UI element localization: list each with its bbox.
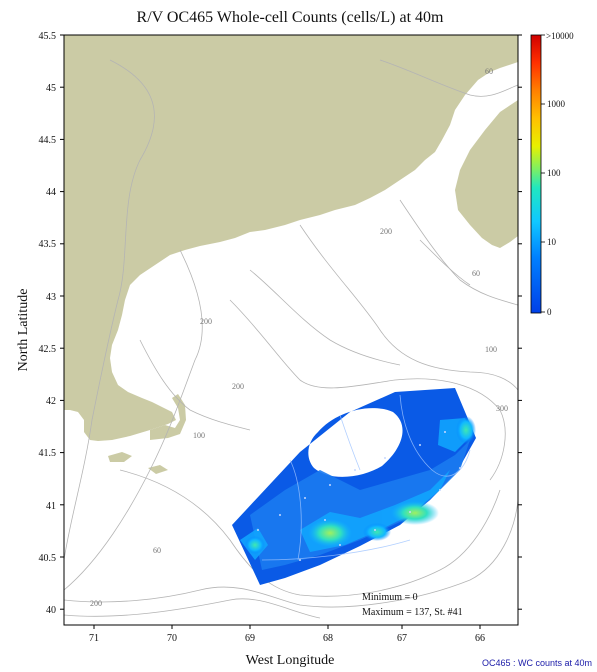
depth-labels: 60 200 200 100 200 60 100 300 60 200 (90, 67, 508, 608)
land-nova-scotia (455, 100, 518, 248)
y-axis-label: North Latitude (16, 289, 31, 372)
y-tick-label: 40 (46, 605, 56, 616)
x-tick-label: 69 (245, 633, 255, 644)
y-tick-label: 44.5 (39, 135, 57, 146)
depth-label: 100 (193, 431, 205, 440)
depth-label: 200 (90, 599, 102, 608)
hotspot-4 (456, 416, 476, 444)
x-tick-label: 71 (89, 633, 99, 644)
y-tick-label: 41.5 (39, 448, 57, 459)
depth-label: 100 (485, 345, 497, 354)
colorbar-label: 0 (547, 307, 552, 317)
x-tick-label: 68 (323, 633, 333, 644)
colorbar: >10000 1000 100 10 0 (530, 31, 574, 317)
depth-label: 200 (200, 317, 212, 326)
x-tick-label: 70 (167, 633, 177, 644)
depth-label: 300 (496, 404, 508, 413)
minimum-label: Minimum = 0 (362, 592, 418, 603)
y-tick-label: 44 (46, 187, 56, 198)
map-title: R/V OC465 Whole-cell Counts (cells/L) at… (137, 9, 444, 26)
colorbar-strip (530, 34, 542, 314)
depth-label: 60 (472, 269, 480, 278)
y-tick-label: 43 (46, 292, 56, 303)
footer-caption: OC465 : WC counts at 40m (482, 658, 592, 668)
x-tick-labels: 71 70 69 68 67 66 (89, 633, 485, 644)
hotspot-3 (363, 523, 391, 541)
colorbar-label: >10000 (546, 31, 574, 41)
map-area (64, 35, 518, 619)
depth-label: 200 (380, 227, 392, 236)
axis-ticks (60, 34, 522, 629)
x-tick-label: 67 (397, 633, 407, 644)
y-tick-label: 42.5 (39, 344, 57, 355)
land-new-england (64, 35, 518, 441)
maximum-label: Maximum = 137, St. #41 (362, 607, 463, 618)
depth-label: 60 (153, 546, 161, 555)
land-cape-cod (150, 394, 186, 440)
land-islands (108, 452, 168, 474)
plot-frame (63, 34, 519, 626)
depth-contours (64, 59, 518, 619)
hotspot-1 (308, 519, 352, 547)
y-tick-label: 45 (46, 83, 56, 94)
depth-label: 60 (485, 67, 493, 76)
y-tick-label: 40.5 (39, 553, 57, 564)
y-tick-label: 42 (46, 396, 56, 407)
colorbar-label: 100 (547, 168, 561, 178)
x-tick-label: 66 (475, 633, 485, 644)
hotspot-2 (391, 501, 439, 525)
hotspot-5 (245, 536, 265, 554)
survey-field (232, 388, 476, 585)
y-tick-label: 45.5 (39, 31, 57, 42)
y-tick-label: 43.5 (39, 239, 57, 250)
colorbar-label: 10 (547, 237, 557, 247)
x-axis-label: West Longitude (246, 653, 335, 668)
depth-label: 200 (232, 382, 244, 391)
y-tick-labels: 45.5 45 44.5 44 43.5 43 42.5 42 41.5 41 … (39, 31, 57, 616)
y-tick-label: 41 (46, 501, 56, 512)
colorbar-label: 1000 (547, 99, 566, 109)
